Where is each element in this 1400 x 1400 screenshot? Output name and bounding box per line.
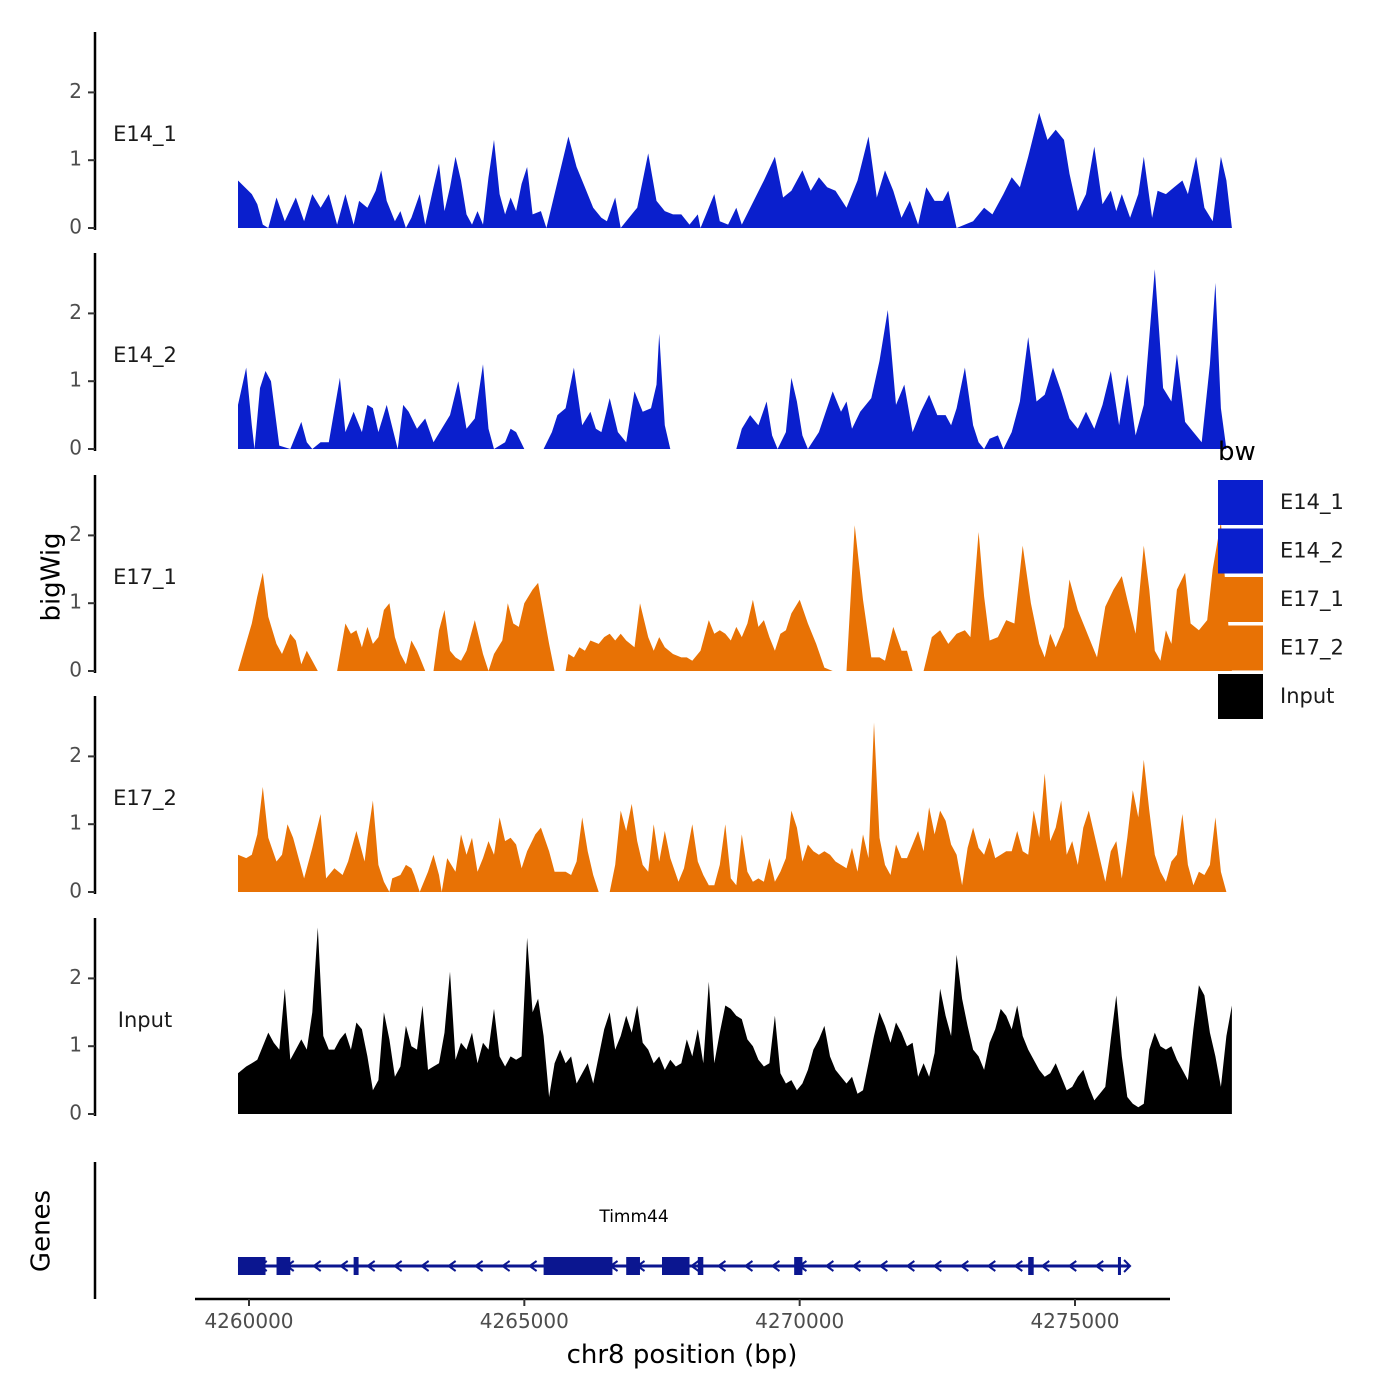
legend-swatch-e17-2 [1218,625,1263,671]
legend-label-input: Input [1280,684,1334,708]
y-tick-label: 2 [69,522,82,546]
legend-swatch-e14-1 [1218,480,1263,525]
gene-exon [626,1257,640,1275]
x-axis-title: chr8 position (bp) [567,1340,798,1370]
y-tick-label: 2 [69,79,82,103]
y-tick-label: 0 [69,658,82,682]
legend-title: bw [1218,437,1256,467]
track-label: E17_2 [113,786,177,811]
track-label: E14_2 [113,343,177,368]
strand-arrow [392,1260,403,1272]
y-tick-label: 1 [69,147,82,171]
strand-arrow [905,1260,915,1272]
y-axis-title: bigWig [37,532,67,621]
y-tick-label: 1 [69,590,82,614]
strand-arrow [1094,1260,1104,1272]
legend-items: E14_1 E14_2 E17_1 E17_2 Input [1218,480,1344,719]
signal-area [238,521,1232,671]
genes-axis-title: Genes [27,1190,57,1272]
strand-arrow [770,1260,781,1272]
track-input: 0 1 2 Input [69,918,1232,1125]
signal-area [238,722,1227,892]
strand-arrow [878,1260,888,1272]
y-tick-label: 1 [69,811,82,835]
x-tick-label: 4270000 [755,1309,844,1333]
track-e14-2: 0 1 2 E14_2 [69,253,1227,460]
gene-exon [543,1257,613,1275]
strand-arrow [1040,1260,1050,1272]
y-tick-label: 2 [69,300,82,324]
strand-arrow [473,1260,484,1272]
gene-name-label: Timm44 [598,1207,668,1227]
strand-arrow [986,1260,996,1272]
strand-arrow [312,1260,322,1272]
strand-arrow [932,1260,942,1272]
legend-swatch-e17-1 [1218,577,1263,622]
legend-label-e14-2: E14_2 [1280,539,1344,564]
gene-exon [353,1257,359,1275]
y-tick-label: 0 [69,215,82,239]
x-axis: 4260000 4265000 4270000 4275000 [195,1297,1170,1333]
legend-label-e14-1: E14_1 [1280,490,1344,515]
track-label: E17_1 [113,565,177,590]
y-tick-label: 0 [69,1101,82,1125]
x-tick-label: 4275000 [1030,1309,1119,1333]
gene-exon [662,1257,690,1275]
strand-arrow [1013,1260,1023,1272]
strand-arrow [689,1260,700,1272]
gene-exon [276,1257,291,1275]
gene-end-arrow [1123,1259,1132,1273]
legend-swatch-e14-2 [1218,528,1263,574]
track-e17-1: 0 1 2 E17_1 [69,475,1232,682]
track-e14-1: 0 1 2 E14_1 [69,32,1232,239]
legend-swatch-input [1218,674,1263,719]
strand-arrow [338,1260,349,1272]
gene-exon [794,1257,803,1275]
legend: bw E14_1 E14_2 E17_1 E17_2 Input [1218,437,1344,719]
y-tick-label: 0 [69,436,82,460]
signal-area [238,269,1227,449]
legend-label-e17-1: E17_1 [1280,587,1344,612]
y-tick-label: 1 [69,1033,82,1057]
y-tick-label: 1 [69,368,82,392]
strand-arrow [365,1260,376,1272]
x-tick-label: 4260000 [204,1309,293,1333]
y-tick-label: 2 [69,965,82,989]
track-label: E14_1 [113,122,177,147]
strand-arrow [527,1260,538,1272]
x-tick-label: 4265000 [480,1309,569,1333]
gene-exon [697,1257,704,1275]
gene-track: Timm44 [93,1162,1132,1299]
y-tick-label: 2 [69,743,82,767]
signal-tracks: 0 1 2 E14_1 0 1 2 E14_2 0 1 2 E17_1 0 1 2 E17_2 0 1 2 Input [69,32,1232,1125]
strand-arrow [824,1260,834,1272]
strand-arrow [716,1260,727,1272]
signal-area [238,112,1232,228]
strand-arrow [500,1260,511,1272]
y-tick-label: 0 [69,879,82,903]
gene-exon [1117,1257,1121,1275]
strand-arrow [446,1260,457,1272]
strand-arrow [1067,1260,1077,1272]
strand-arrow [419,1260,430,1272]
track-label: Input [118,1008,172,1032]
gene-exon [237,1257,266,1275]
strand-arrow [959,1260,969,1272]
signal-area [238,927,1232,1114]
legend-label-e17-2: E17_2 [1280,636,1344,661]
gene-model [237,1257,1132,1275]
strand-arrow [743,1260,754,1272]
strand-arrow [851,1260,861,1272]
gene-exon [1028,1257,1034,1275]
track-e17-2: 0 1 2 E17_2 [69,696,1227,903]
